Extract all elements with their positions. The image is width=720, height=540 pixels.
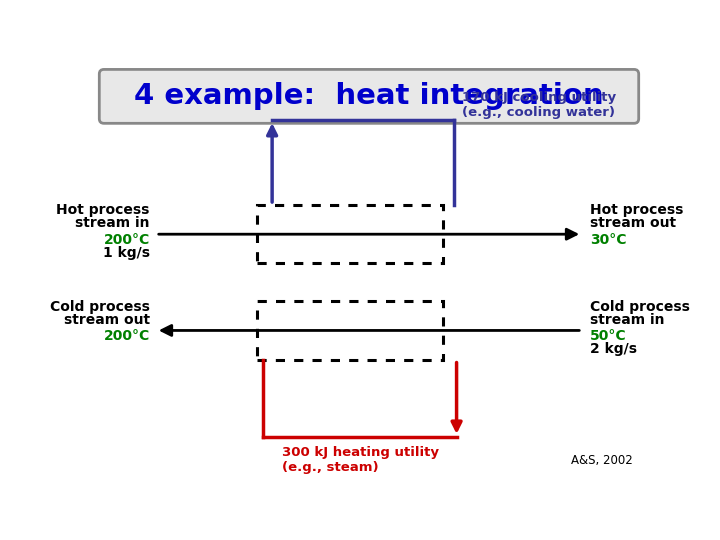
Text: 1 kg/s: 1 kg/s bbox=[103, 246, 150, 260]
Text: stream in: stream in bbox=[590, 313, 665, 327]
Text: 200°C: 200°C bbox=[104, 329, 150, 343]
Text: Hot process: Hot process bbox=[590, 203, 683, 217]
Text: stream out: stream out bbox=[590, 217, 676, 231]
Text: Hot process: Hot process bbox=[56, 203, 150, 217]
Text: 300 kJ heating utility
(e.g., steam): 300 kJ heating utility (e.g., steam) bbox=[282, 446, 439, 474]
Text: A&S, 2002: A&S, 2002 bbox=[571, 454, 632, 467]
Text: Cold process: Cold process bbox=[590, 300, 690, 314]
Text: 200°C: 200°C bbox=[104, 233, 150, 247]
FancyBboxPatch shape bbox=[99, 70, 639, 123]
Text: stream in: stream in bbox=[75, 217, 150, 231]
Text: 170 kJ cooling utility
(e.g., cooling water): 170 kJ cooling utility (e.g., cooling wa… bbox=[462, 91, 616, 119]
Text: stream out: stream out bbox=[63, 313, 150, 327]
Text: 30°C: 30°C bbox=[590, 233, 626, 247]
Text: Cold process: Cold process bbox=[50, 300, 150, 314]
Text: 2 kg/s: 2 kg/s bbox=[590, 342, 637, 356]
Bar bbox=[256, 205, 443, 264]
Bar bbox=[256, 301, 443, 360]
Text: 50°C: 50°C bbox=[590, 329, 626, 343]
Text: 4 example:  heat integration: 4 example: heat integration bbox=[134, 83, 604, 110]
